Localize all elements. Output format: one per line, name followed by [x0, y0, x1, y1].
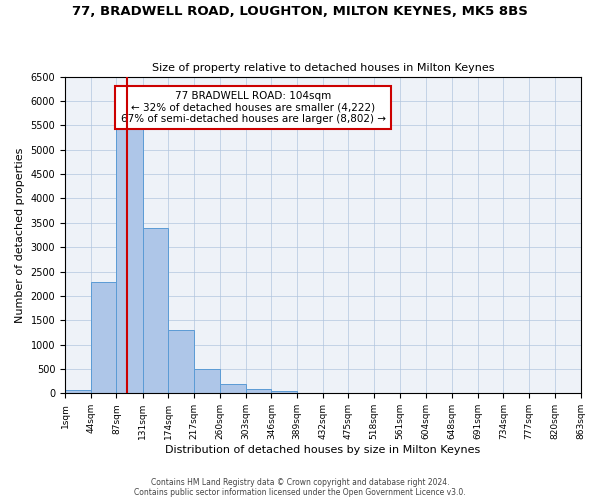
Bar	[194, 370, 220, 394]
Bar	[143, 228, 169, 394]
Title: Size of property relative to detached houses in Milton Keynes: Size of property relative to detached ho…	[152, 63, 494, 73]
Text: 77, BRADWELL ROAD, LOUGHTON, MILTON KEYNES, MK5 8BS: 77, BRADWELL ROAD, LOUGHTON, MILTON KEYN…	[72, 5, 528, 18]
Text: 77 BRADWELL ROAD: 104sqm
← 32% of detached houses are smaller (4,222)
67% of sem: 77 BRADWELL ROAD: 104sqm ← 32% of detach…	[121, 91, 386, 124]
Text: Contains HM Land Registry data © Crown copyright and database right 2024.
Contai: Contains HM Land Registry data © Crown c…	[134, 478, 466, 497]
X-axis label: Distribution of detached houses by size in Milton Keynes: Distribution of detached houses by size …	[165, 445, 481, 455]
Bar	[220, 384, 245, 394]
Bar	[169, 330, 194, 394]
Bar	[91, 282, 116, 394]
Bar	[271, 390, 297, 394]
Bar	[245, 388, 271, 394]
Y-axis label: Number of detached properties: Number of detached properties	[15, 148, 25, 322]
Bar	[116, 128, 143, 394]
Bar	[65, 390, 91, 394]
